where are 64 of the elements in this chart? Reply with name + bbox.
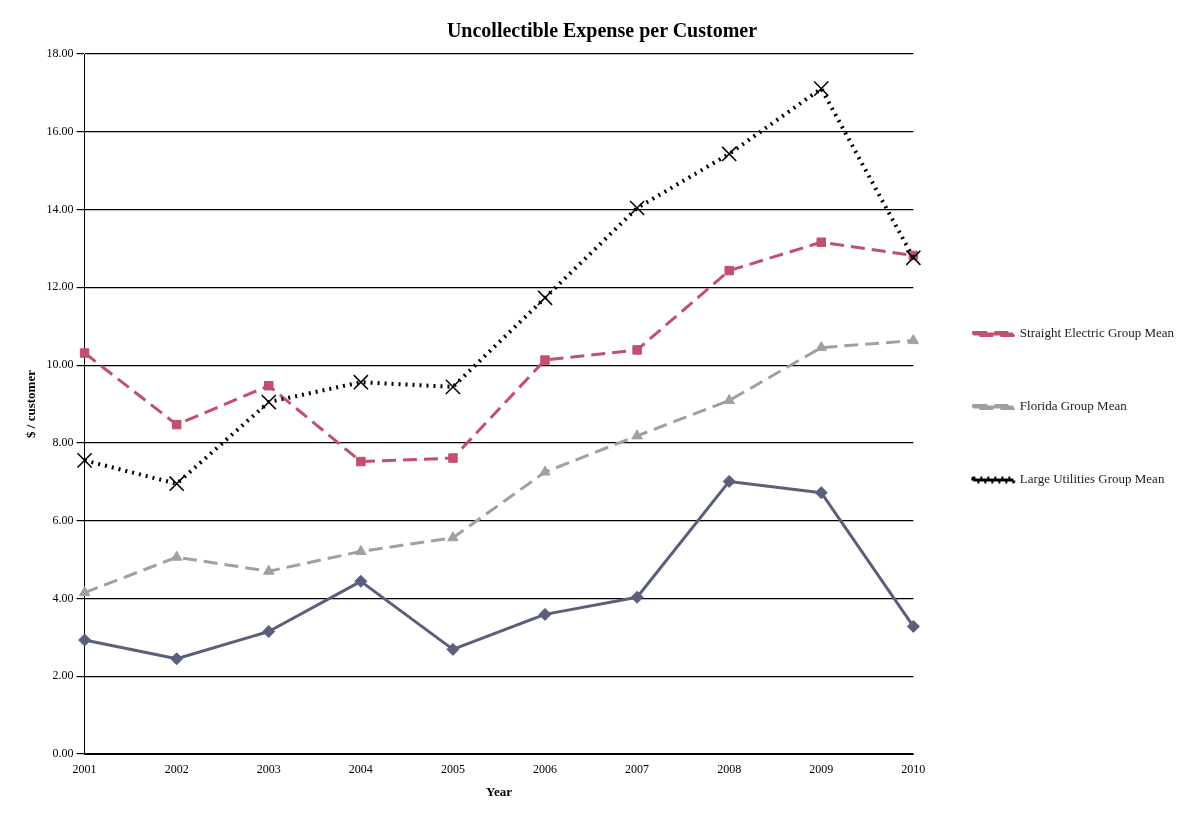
legend-label: Florida Group Mean [1019,398,1128,414]
y-tick-label: 16.00 [46,123,74,138]
point [723,394,735,404]
y-tick-label: 6.00 [52,512,74,527]
x-tick-label: 2006 [533,762,558,777]
y-tick-label: 2.00 [52,668,74,683]
point [538,607,552,621]
y-tick-label: 8.00 [52,435,74,450]
point [264,380,274,391]
y-tick-label: 4.00 [52,590,74,605]
point [76,452,93,469]
x-tick-label: 2005 [440,762,465,777]
point [631,429,643,440]
legend-label: Large Utilities Group Mean [1019,471,1165,487]
point [171,419,182,430]
y-tick-label: 18.00 [46,46,74,61]
x-tick-label: 2003 [256,762,281,777]
point [260,394,277,410]
point [262,625,276,638]
x-tick-label: 2007 [625,762,650,777]
x-tick-label: 2004 [348,762,373,777]
x-tick-label: 2001 [72,762,97,777]
point [168,475,185,492]
point [354,574,368,588]
point [539,465,551,476]
point [721,146,738,162]
y-tick-label: 12.00 [46,279,74,294]
point [815,341,827,352]
x-tick-label: 2009 [809,762,834,777]
point [537,290,553,306]
y-tick-label: 14.00 [46,201,74,216]
x-tick-label: 2010 [901,762,926,777]
y-tick-label: 0.00 [52,746,74,761]
point [813,80,830,97]
point [905,249,922,266]
legend-label: Straight Electric Group Mean [1019,325,1175,341]
point [355,544,367,555]
point [263,564,275,575]
point [79,348,90,358]
point [632,345,642,355]
point [814,486,828,500]
point [907,334,920,345]
x-tick-label: 2008 [717,762,742,777]
x-axis-title: Year [485,783,513,799]
point [170,550,183,561]
point [906,619,920,633]
point [447,531,459,542]
point [170,652,184,666]
point [630,590,644,604]
y-axis-title: $ / customer [23,369,39,438]
point [540,355,550,365]
x-tick-label: 2002 [164,762,189,777]
point [629,200,645,216]
point [448,453,458,463]
chart-title: Uncollectible Expense per Customer [446,19,758,43]
point [353,374,369,391]
point [724,265,734,276]
point [445,379,461,395]
point [446,642,460,656]
y-tick-label: 10.00 [46,357,74,372]
point [78,633,92,647]
point [356,456,366,467]
point [816,237,827,247]
point [722,474,736,488]
